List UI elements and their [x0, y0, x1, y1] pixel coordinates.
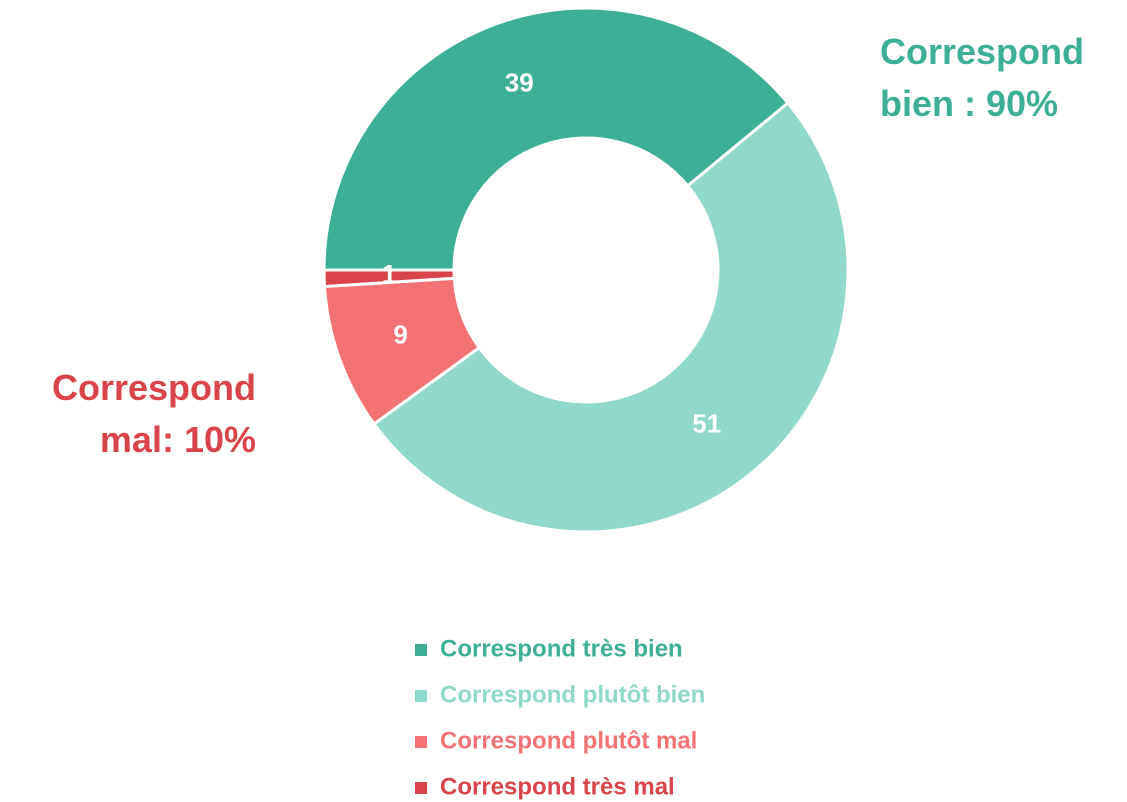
- value-label: 51: [692, 409, 721, 439]
- legend-swatch: [415, 782, 427, 794]
- annotation: Correspond mal: 10%: [51, 367, 256, 460]
- legend-swatch: [415, 644, 427, 656]
- legend-swatch: [415, 736, 427, 748]
- slice: [322, 268, 456, 289]
- legend-label: Correspond plutôt bien: [440, 681, 705, 708]
- value-label: 1: [382, 259, 396, 289]
- value-label: 39: [505, 68, 534, 98]
- value-label: 9: [393, 320, 407, 350]
- annotation: Correspond bien : 90%: [880, 31, 1085, 124]
- legend-label: Correspond plutôt mal: [440, 727, 697, 754]
- legend-swatch: [415, 690, 427, 702]
- legend-label: Correspond très mal: [440, 773, 675, 800]
- legend-label: Correspond très bien: [440, 635, 683, 662]
- slice: [371, 100, 850, 534]
- slice: [322, 6, 790, 272]
